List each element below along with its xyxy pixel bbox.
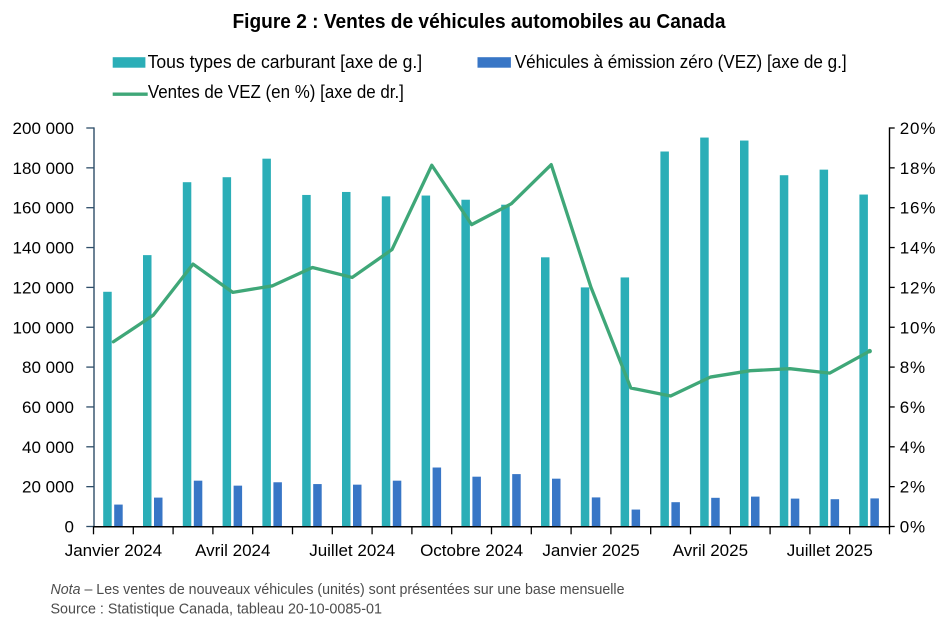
svg-text:Source : Statistique Canada, t: Source : Statistique Canada, tableau 20-… [51, 602, 383, 618]
svg-text:12%: 12% [900, 278, 937, 297]
svg-text:Avril 2024: Avril 2024 [195, 541, 270, 560]
svg-text:16%: 16% [900, 199, 937, 218]
svg-text:140 000: 140 000 [13, 239, 74, 258]
svg-text:0%: 0% [900, 518, 926, 537]
svg-text:Juillet 2024: Juillet 2024 [309, 541, 395, 560]
svg-text:100 000: 100 000 [13, 318, 74, 337]
svg-text:Ventes de VEZ (en %) [axe de d: Ventes de VEZ (en %) [axe de dr.] [148, 82, 404, 102]
svg-text:10%: 10% [900, 318, 937, 337]
svg-text:80 000: 80 000 [22, 358, 74, 377]
svg-text:Figure 2 : Ventes de véhicules: Figure 2 : Ventes de véhicules automobil… [233, 10, 727, 33]
svg-text:200 000: 200 000 [13, 119, 74, 138]
svg-text:40 000: 40 000 [22, 438, 74, 457]
svg-text:60 000: 60 000 [22, 398, 74, 417]
svg-text:Nota – Les ventes de nouveaux: Nota – Les ventes de nouveaux véhicules … [51, 582, 625, 598]
svg-text:160 000: 160 000 [13, 199, 74, 218]
svg-text:20%: 20% [900, 119, 937, 138]
svg-text:14%: 14% [900, 239, 937, 258]
svg-text:8%: 8% [900, 358, 926, 377]
svg-text:2%: 2% [900, 478, 926, 497]
svg-text:Juillet 2025: Juillet 2025 [787, 541, 873, 560]
svg-text:20 000: 20 000 [22, 478, 74, 497]
svg-text:Octobre 2024: Octobre 2024 [420, 541, 523, 560]
svg-text:18%: 18% [900, 159, 937, 178]
svg-text:Avril 2025: Avril 2025 [673, 541, 748, 560]
svg-text:Tous types de carburant [axe d: Tous types de carburant [axe de g.] [148, 52, 423, 72]
svg-text:180 000: 180 000 [13, 159, 74, 178]
svg-text:0: 0 [65, 518, 74, 537]
svg-text:Janvier 2024: Janvier 2024 [65, 541, 162, 560]
svg-text:4%: 4% [900, 438, 926, 457]
svg-text:Janvier 2025: Janvier 2025 [542, 541, 639, 560]
svg-text:120 000: 120 000 [13, 278, 74, 297]
svg-text:Véhicules à émission zéro (VEZ: Véhicules à émission zéro (VEZ) [axe de … [515, 52, 847, 72]
svg-text:6%: 6% [900, 398, 926, 417]
